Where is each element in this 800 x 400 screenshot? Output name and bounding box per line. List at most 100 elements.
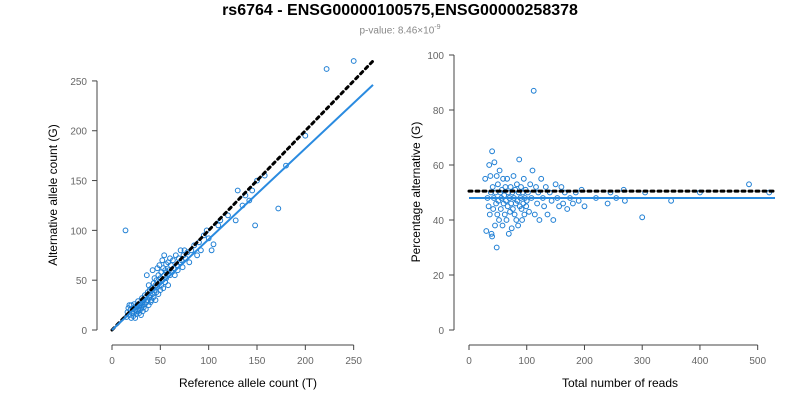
right-data-point (639, 214, 646, 221)
left-y-tick-label: 100 (70, 226, 87, 237)
left-data-point (171, 272, 178, 279)
right-data-point (507, 208, 513, 215)
left-data-point (232, 217, 239, 224)
left-data-point (156, 262, 163, 269)
right-data-point (493, 244, 500, 251)
right-data-point (530, 87, 537, 94)
left-data-point (234, 187, 241, 194)
left-data-point (215, 222, 222, 229)
right-data-point (544, 211, 551, 218)
right-data-point (548, 197, 555, 204)
left-data-point (210, 241, 217, 248)
left-data-point (177, 247, 184, 254)
right-data-point (564, 206, 571, 212)
left-data-point (142, 306, 149, 313)
right-y-tick-label: 20 (433, 271, 445, 282)
right-data-point (604, 200, 611, 207)
right-data-point (533, 184, 539, 190)
right-data-point (558, 184, 565, 190)
right-y-axis-title: Percentage alternative (G) (409, 122, 423, 263)
right-data-point (492, 222, 498, 229)
left-x-tick-label: 200 (297, 356, 314, 367)
left-data-point (323, 66, 330, 72)
right-data-point (536, 217, 543, 223)
right-data-point (518, 184, 524, 190)
right-y-tick-label: 40 (433, 216, 445, 227)
right-data-point (496, 167, 503, 174)
right-data-point (491, 159, 498, 166)
right-data-point (504, 203, 511, 210)
left-x-tick-label: 250 (345, 356, 362, 367)
left-data-point (132, 315, 139, 321)
right-data-point (496, 217, 502, 223)
right-data-point (520, 175, 527, 182)
right-data-point (499, 222, 506, 229)
right-data-point (622, 197, 628, 204)
left-reference-line (110, 59, 375, 332)
right-data-point (486, 162, 493, 168)
p-value-exponent: -9 (434, 24, 441, 31)
right-y-tick-label: 60 (433, 161, 445, 172)
left-y-axis-title: Alternative allele count (G) (46, 124, 60, 265)
left-y-tick-label: 0 (81, 326, 87, 337)
right-data-point (505, 230, 512, 237)
right-data-point (510, 206, 516, 212)
right-data-point (493, 173, 500, 179)
left-x-axis-title: Reference allele count (T) (179, 376, 317, 390)
left-scatter-panel: 0 50 100 150 200 250 0 50 100 150 200 250 Reference … (46, 58, 375, 390)
right-data-point (488, 230, 495, 237)
right-data-point (490, 206, 497, 212)
right-data-point (526, 208, 532, 215)
right-data-point (552, 181, 559, 188)
left-data-point (161, 252, 168, 259)
right-data-point (489, 233, 496, 240)
right-data-point (494, 211, 501, 218)
right-data-point (507, 184, 514, 190)
left-y-tick-label: 150 (70, 177, 87, 188)
right-data-point (523, 203, 530, 210)
right-data-point (503, 217, 510, 223)
right-data-point (504, 175, 511, 182)
right-data-point (521, 211, 528, 218)
right-data-point (515, 222, 521, 229)
right-data-point (508, 225, 515, 232)
right-data-point (513, 217, 520, 223)
right-y-tick-label: 100 (427, 51, 444, 62)
right-data-point (550, 217, 557, 223)
right-data-point (575, 197, 582, 204)
right-data-point (502, 184, 509, 190)
left-y-tick-label: 250 (70, 77, 87, 88)
right-data-point (482, 175, 489, 182)
left-data-point (122, 227, 129, 234)
right-data-point (746, 181, 752, 188)
right-data-point (527, 181, 534, 188)
left-data-point (246, 197, 253, 204)
right-data-point (531, 211, 538, 218)
right-data-point (485, 203, 492, 210)
left-x-tick-label: 150 (249, 356, 266, 367)
left-data-point (160, 285, 167, 292)
right-data-point (500, 175, 507, 182)
chart-title: rs6764 - ENSG00000100575,ENSG00000258378 (222, 2, 578, 19)
left-data-point (165, 282, 172, 289)
right-data-point (518, 206, 525, 212)
right-x-tick-label: 400 (692, 356, 709, 367)
right-data-point (495, 181, 501, 188)
left-data-point (191, 242, 198, 249)
right-data-point (541, 203, 547, 210)
right-y-tick-label: 80 (433, 106, 445, 117)
right-scatter-panel: 0 100 200 300 400 500 0 20 40 60 80 100 Total number… (409, 51, 777, 390)
right-data-point (514, 181, 520, 188)
right-x-tick-label: 500 (749, 356, 766, 367)
left-data-point (225, 212, 231, 219)
right-data-point (519, 217, 525, 223)
right-data-point (508, 200, 515, 207)
chart-subtitle: p-value: 8.46×10-9 (0, 24, 800, 36)
p-value-text: p-value: 8.46×10 (359, 25, 435, 37)
right-x-tick-label: 200 (576, 356, 593, 367)
right-data-point (483, 228, 490, 234)
left-y-tick-label: 200 (70, 127, 87, 138)
right-data-point (486, 211, 493, 218)
right-data-point (542, 184, 549, 190)
